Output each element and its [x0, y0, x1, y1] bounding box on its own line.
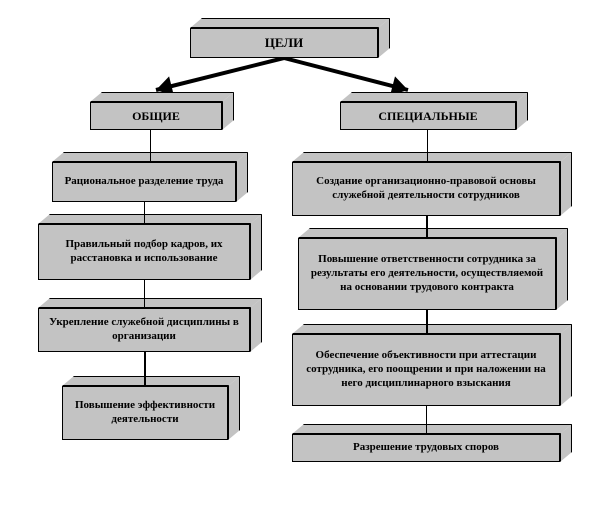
left-header-box-top-face — [90, 92, 234, 102]
arrow-to-right — [284, 58, 408, 96]
left-item-3-box: Укрепление служебной дисциплины в органи… — [38, 298, 262, 352]
connector-left-header-l1 — [150, 130, 152, 162]
right-item-2-box: Повышение ответственности сотрудника за … — [298, 228, 568, 310]
left-item-4-box-right-face — [228, 376, 240, 440]
left-item-2-box: Правильный подбор кадров, их расстановка… — [38, 214, 262, 280]
left-header-box-label: ОБЩИЕ — [90, 102, 222, 130]
right-item-3-box-right-face — [560, 324, 572, 406]
right-item-1-box-top-face — [292, 152, 572, 162]
right-header-box-top-face — [340, 92, 528, 102]
left-header-box: ОБЩИЕ — [90, 92, 234, 130]
right-item-3-box: Обеспечение объективности при аттестации… — [292, 324, 572, 406]
connector-r3-r4 — [426, 406, 428, 434]
left-item-2-box-right-face — [250, 214, 262, 280]
left-item-3-box-top-face — [38, 298, 262, 308]
root-box: ЦЕЛИ — [190, 18, 390, 58]
connector-right-header-r1 — [427, 130, 429, 162]
right-item-3-box-label: Обеспечение объективности при аттестации… — [292, 334, 560, 406]
root-box-top-face — [190, 18, 390, 28]
arrow-to-left — [156, 58, 284, 96]
left-item-2-box-label: Правильный подбор кадров, их расстановка… — [38, 224, 250, 280]
connector-l3-l4 — [144, 352, 146, 386]
connector-l1-l2 — [144, 202, 146, 224]
diagram-canvas: ЦЕЛИ ОБЩИЕ Рациональное разделение труда Пр… — [0, 0, 599, 507]
right-header-box-label: СПЕЦИАЛЬНЫЕ — [340, 102, 516, 130]
right-item-2-box-label: Повышение ответственности сотрудника за … — [298, 238, 556, 310]
right-item-1-box-right-face — [560, 152, 572, 216]
root-box-label: ЦЕЛИ — [190, 28, 378, 58]
left-item-4-box-top-face — [62, 376, 240, 386]
right-item-3-box-top-face — [292, 324, 572, 334]
connector-l2-l3 — [144, 280, 146, 308]
right-item-4-box-label: Разрешение трудовых споров — [292, 434, 560, 462]
right-item-1-box-label: Создание организационно-правовой основы … — [292, 162, 560, 216]
right-header-box: СПЕЦИАЛЬНЫЕ — [340, 92, 528, 130]
left-item-2-box-top-face — [38, 214, 262, 224]
left-item-1-box-label: Рациональное разделение труда — [52, 162, 236, 202]
right-item-2-box-top-face — [298, 228, 568, 238]
right-item-2-box-right-face — [556, 228, 568, 310]
left-item-3-box-label: Укрепление служебной дисциплины в органи… — [38, 308, 250, 352]
left-item-4-box: Повышение эффективности деятельности — [62, 376, 240, 440]
right-item-1-box: Создание организационно-правовой основы … — [292, 152, 572, 216]
right-item-4-box-top-face — [292, 424, 572, 434]
left-item-4-box-label: Повышение эффективности деятельности — [62, 386, 228, 440]
right-item-4-box: Разрешение трудовых споров — [292, 424, 572, 462]
connector-r1-r2 — [426, 216, 428, 238]
connector-r2-r3 — [426, 310, 428, 334]
